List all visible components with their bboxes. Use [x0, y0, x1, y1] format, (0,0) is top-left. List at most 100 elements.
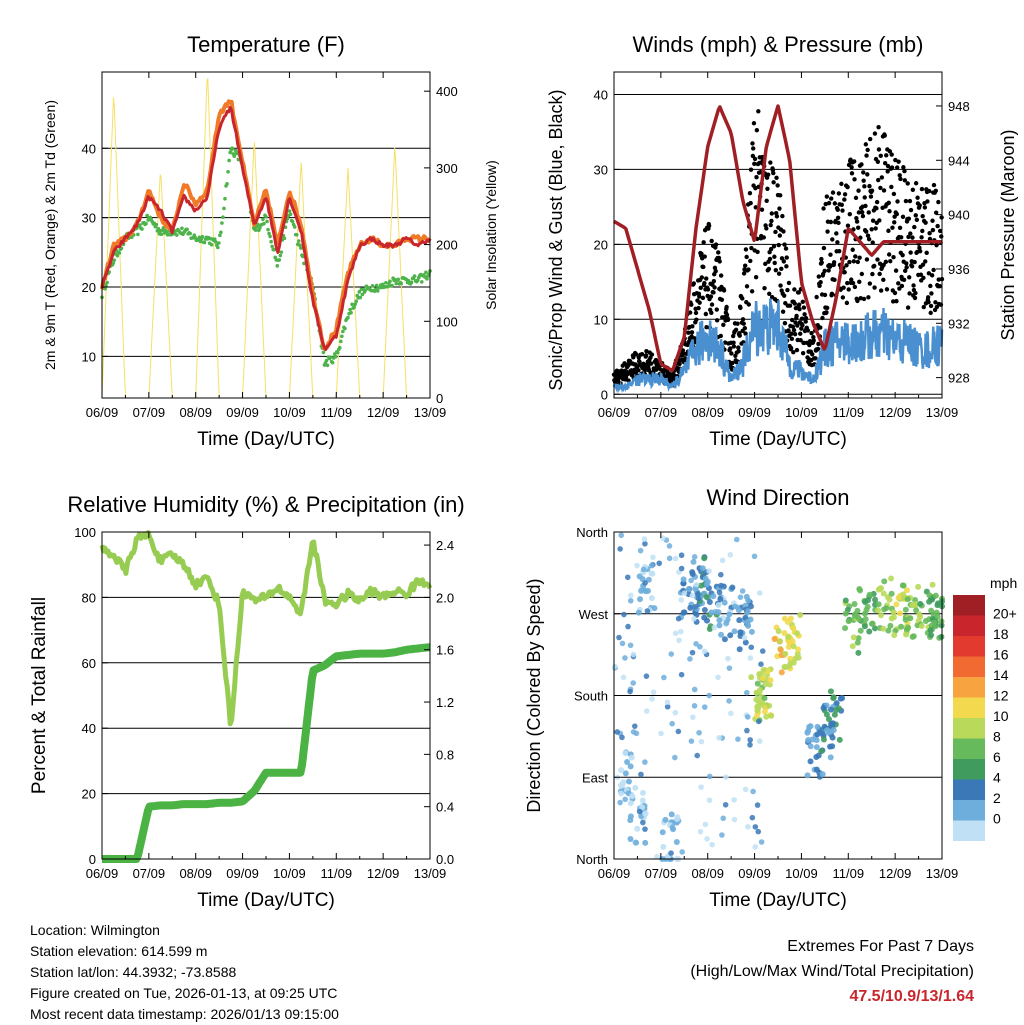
point-wind-direction	[731, 628, 738, 635]
point-gust	[819, 256, 824, 262]
point-wind-direction	[899, 582, 906, 589]
point-wind-direction	[794, 630, 801, 637]
y2-tick-label: 2.0	[436, 590, 454, 605]
point-wind-direction	[703, 617, 710, 624]
point-gust	[711, 290, 716, 295]
point-gust	[876, 147, 882, 152]
point-wind-direction	[857, 627, 864, 634]
point-wind-direction	[753, 696, 760, 703]
point-wind-direction	[649, 570, 656, 577]
point-wind-direction	[754, 707, 761, 714]
point-wind-direction	[861, 623, 868, 630]
point-wind-direction	[716, 622, 723, 629]
point-gust	[928, 283, 933, 289]
point-gust	[864, 257, 870, 262]
point-gust	[781, 293, 787, 298]
point-dewpoint	[294, 232, 299, 237]
point-gust	[934, 242, 939, 248]
y-tick-label: 80	[82, 590, 96, 605]
point-gust	[914, 217, 920, 222]
point-dewpoint	[115, 253, 120, 258]
point-wind-direction	[634, 562, 640, 569]
point-dewpoint	[112, 258, 117, 262]
point-wind-direction	[917, 600, 924, 607]
point-gust	[820, 315, 825, 321]
point-gust	[817, 283, 822, 289]
point-wind-direction	[890, 614, 897, 621]
point-gust	[882, 133, 887, 138]
plot-frame	[613, 71, 943, 399]
point-gust	[857, 255, 862, 260]
point-dewpoint	[212, 237, 217, 242]
point-gust	[825, 229, 830, 234]
point-wind-direction	[864, 597, 871, 604]
point-wind-direction	[702, 575, 709, 582]
point-wind-direction	[851, 601, 858, 608]
point-gust	[767, 256, 773, 262]
point-gust	[913, 290, 918, 296]
point-gust	[826, 200, 832, 206]
point-wind-direction	[819, 730, 826, 737]
point-gust	[846, 287, 851, 292]
point-wind-direction	[621, 611, 627, 618]
point-wind-direction	[693, 581, 700, 588]
point-wind-direction	[777, 646, 784, 653]
point-gust	[800, 323, 805, 328]
point-dewpoint	[279, 250, 284, 254]
point-gust	[764, 198, 769, 203]
point-wind-direction	[706, 692, 713, 699]
point-wind-direction	[628, 754, 635, 761]
point-wind-direction	[797, 611, 804, 618]
point-gust	[925, 199, 930, 204]
point-gust	[706, 223, 712, 229]
panel-4: Wind Direction 06/09 07/09 08/09 09/09 10/09 1…	[524, 485, 1017, 911]
point-wind-direction	[842, 625, 849, 632]
point-gust	[818, 325, 823, 330]
y-tick-label: 20	[82, 280, 96, 295]
point-wind-direction	[625, 778, 632, 785]
point-dewpoint	[266, 227, 270, 232]
point-wind-direction	[897, 610, 904, 617]
point-wind-direction	[674, 816, 681, 823]
legend-swatch	[953, 677, 985, 698]
point-gust	[839, 202, 844, 207]
y2-tick-label: 948	[948, 99, 970, 114]
point-gust	[753, 275, 759, 280]
point-gust	[821, 206, 826, 211]
point-wind-direction	[752, 824, 759, 830]
y2-tick-label: 2.4	[436, 538, 454, 553]
point-gust	[926, 299, 931, 305]
point-gust	[757, 160, 762, 166]
point-gust	[929, 291, 934, 296]
point-wind-direction	[691, 615, 697, 622]
point-gust	[928, 310, 933, 316]
legend-swatch	[953, 820, 985, 841]
x-tick-label: 07/09	[133, 405, 166, 420]
point-wind-direction	[719, 557, 726, 564]
point-wind-direction	[932, 592, 939, 599]
point-dewpoint	[217, 241, 221, 245]
point-dewpoint	[349, 310, 353, 315]
legend-swatch	[953, 718, 985, 739]
point-dewpoint	[343, 326, 347, 331]
point-wind-direction	[638, 771, 644, 778]
point-gust	[875, 159, 881, 164]
point-wind-direction	[869, 620, 876, 627]
point-wind-direction	[619, 734, 625, 741]
point-wind-direction	[856, 585, 863, 592]
point-wind-direction	[689, 592, 696, 599]
point-dewpoint	[299, 246, 303, 250]
point-gust	[857, 279, 862, 285]
y-tick-label: 0	[601, 387, 608, 402]
point-wind-direction	[656, 560, 663, 567]
point-gust	[786, 328, 791, 333]
point-gust	[794, 347, 800, 353]
point-gust	[893, 157, 898, 163]
point-wind-direction	[850, 634, 857, 641]
point-gust	[696, 305, 701, 311]
point-gust	[866, 236, 872, 242]
x-tick-label: 10/09	[273, 866, 306, 881]
point-dewpoint	[328, 355, 333, 359]
point-wind-direction	[890, 609, 897, 616]
y2-tick-label: 936	[948, 262, 970, 277]
